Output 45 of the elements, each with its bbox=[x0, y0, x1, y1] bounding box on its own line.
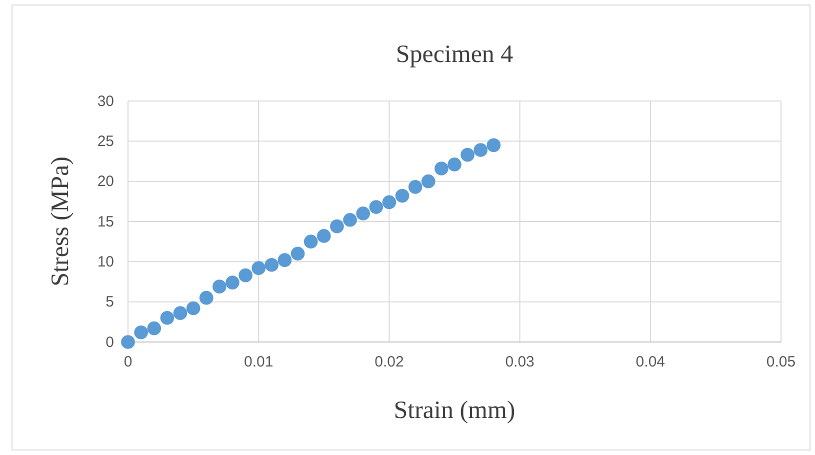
point bbox=[290, 246, 305, 261]
point bbox=[356, 206, 370, 220]
point bbox=[343, 212, 357, 227]
point bbox=[330, 219, 344, 234]
point bbox=[199, 290, 214, 305]
point bbox=[486, 138, 501, 152]
point bbox=[173, 306, 188, 320]
point bbox=[186, 301, 200, 316]
x-tick-label: 0.05 bbox=[766, 354, 796, 371]
point bbox=[408, 180, 422, 194]
y-tick-label: 30 bbox=[97, 92, 114, 110]
point bbox=[395, 188, 410, 203]
y-tick-label: 25 bbox=[97, 132, 114, 150]
x-tick-label: 0.04 bbox=[636, 354, 665, 371]
point bbox=[212, 280, 226, 294]
point bbox=[316, 229, 331, 243]
point bbox=[278, 253, 292, 267]
point bbox=[121, 335, 135, 349]
point bbox=[474, 143, 488, 157]
point bbox=[226, 276, 240, 290]
y-tick-label: 10 bbox=[97, 253, 114, 270]
point bbox=[448, 158, 462, 172]
chart-title: Specimen 4 bbox=[396, 41, 514, 68]
point bbox=[434, 162, 448, 176]
y-tick-label: 15 bbox=[97, 213, 114, 230]
y-tick-label: 20 bbox=[97, 173, 114, 190]
point bbox=[421, 174, 436, 188]
point bbox=[134, 325, 148, 340]
y-axis-title: Stress (MPa) bbox=[47, 156, 74, 286]
x-axis-title: Strain (mm) bbox=[394, 397, 516, 424]
point bbox=[252, 261, 266, 275]
x-tick-label: 0.02 bbox=[374, 354, 404, 371]
point bbox=[304, 234, 318, 248]
x-tick-label: 0.01 bbox=[244, 354, 274, 371]
point bbox=[382, 195, 396, 210]
x-tick-label: 0 bbox=[124, 354, 132, 371]
point bbox=[147, 321, 162, 336]
y-tick-label: 5 bbox=[106, 294, 114, 311]
point bbox=[369, 200, 384, 214]
point bbox=[264, 258, 279, 272]
y-tick-label: 0 bbox=[106, 334, 114, 351]
point bbox=[160, 311, 174, 325]
point bbox=[460, 148, 474, 162]
point bbox=[238, 268, 252, 282]
x-tick-label: 0.03 bbox=[505, 354, 534, 371]
